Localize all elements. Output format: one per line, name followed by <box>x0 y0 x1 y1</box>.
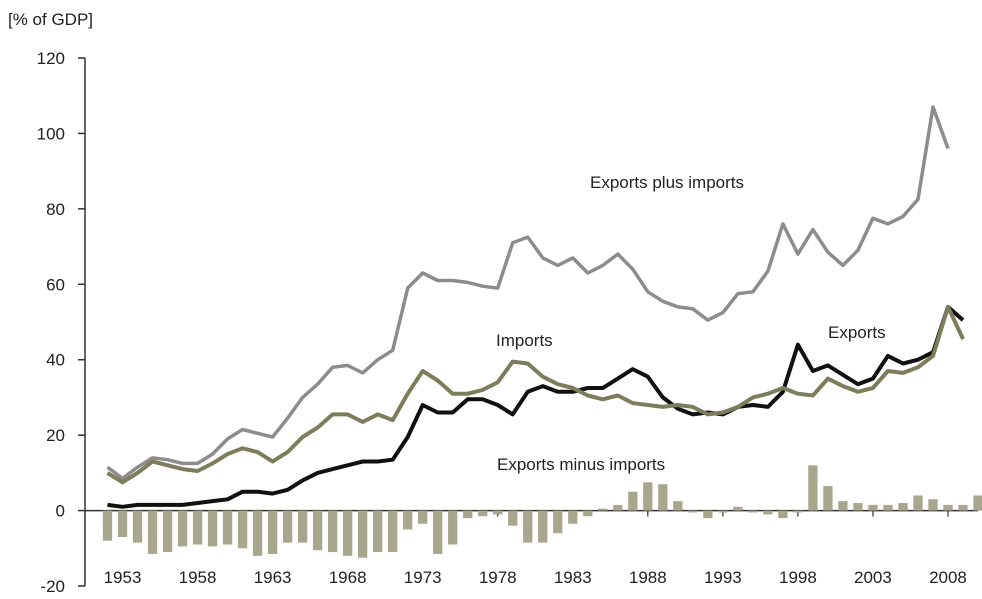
bar-exports-minus-imports <box>853 503 863 511</box>
bar-exports-minus-imports <box>147 510 158 554</box>
x-tick-label: 1998 <box>779 568 817 587</box>
bar-exports-minus-imports <box>373 510 383 553</box>
y-axis: -20 0 20 40 60 80 100 120 <box>37 49 86 596</box>
bar-exports-minus-imports <box>883 504 893 511</box>
bar-exports-minus-imports <box>553 510 563 534</box>
bar-exports-minus-imports <box>132 510 143 543</box>
bar-exports-minus-imports <box>312 510 323 551</box>
bar-exports-minus-imports <box>763 510 773 515</box>
bar-exports-minus-imports <box>448 510 458 545</box>
bar-exports-minus-imports <box>478 510 488 517</box>
bar-exports-minus-imports <box>297 510 308 543</box>
bar-exports-minus-imports <box>838 501 848 511</box>
bar-exports-minus-imports <box>748 510 758 513</box>
bar-exports-minus-imports <box>192 510 203 545</box>
line-imports <box>107 304 965 509</box>
bar-exports-minus-imports <box>718 510 728 513</box>
bar-exports-minus-imports <box>117 510 128 537</box>
bar-exports-minus-imports <box>282 510 293 543</box>
bar-exports-minus-imports <box>733 506 743 511</box>
bar-exports-minus-imports <box>778 510 788 519</box>
bar-exports-minus-imports <box>613 504 623 511</box>
bar-exports-minus-imports <box>928 499 938 511</box>
bar-exports-minus-imports <box>868 504 878 511</box>
annotation-exports-minus-imports: Exports minus imports <box>497 455 665 474</box>
bar-exports-minus-imports <box>958 504 968 511</box>
y-tick-label: 40 <box>46 351 65 370</box>
bar-exports-minus-imports <box>493 510 503 515</box>
bar-exports-minus-imports <box>568 510 578 524</box>
bar-exports-minus-imports <box>793 510 803 513</box>
bar-exports-minus-imports <box>403 510 413 530</box>
line-exports-plus-imports <box>106 105 950 481</box>
x-tick-label: 1993 <box>704 568 742 587</box>
annotation-imports: Imports <box>496 331 553 350</box>
bar-exports-minus-imports <box>913 495 923 511</box>
x-tick-label: 1978 <box>479 568 517 587</box>
bar-exports-minus-imports <box>162 510 173 553</box>
x-tick-label: 1988 <box>629 568 667 587</box>
bar-exports-minus-imports <box>943 504 953 511</box>
y-tick-label: 120 <box>37 49 65 68</box>
x-tick-label: 1968 <box>329 568 367 587</box>
bar-exports-minus-imports <box>207 510 218 547</box>
bar-exports-minus-imports <box>237 510 248 549</box>
bar-exports-minus-imports <box>973 495 982 511</box>
line-exports <box>106 304 965 485</box>
bar-exports-minus-imports <box>508 510 518 526</box>
bar-exports-minus-imports <box>418 510 428 524</box>
exports-minus-imports-bars <box>102 465 982 558</box>
x-tick-label: 1963 <box>254 568 292 587</box>
annotation-exports: Exports <box>828 323 886 342</box>
x-axis: 1953 1958 1963 1968 1973 1978 1983 1988 1993 1998… <box>85 509 978 587</box>
bar-exports-minus-imports <box>252 510 263 556</box>
y-tick-label: 100 <box>37 124 65 143</box>
bar-exports-minus-imports <box>222 510 233 545</box>
x-tick-label: 1973 <box>404 568 442 587</box>
bar-exports-minus-imports <box>598 508 608 511</box>
bar-exports-minus-imports <box>583 510 593 517</box>
bar-exports-minus-imports <box>823 486 833 511</box>
bar-exports-minus-imports <box>538 510 548 543</box>
bar-exports-minus-imports <box>177 510 188 547</box>
bar-exports-minus-imports <box>673 501 683 511</box>
bar-exports-minus-imports <box>703 510 713 519</box>
series-lines <box>106 105 965 509</box>
y-tick-label: 20 <box>46 426 65 445</box>
bar-exports-minus-imports <box>688 510 698 513</box>
bar-exports-minus-imports <box>102 510 113 541</box>
bar-exports-minus-imports <box>358 510 368 558</box>
bar-exports-minus-imports <box>523 510 533 543</box>
x-tick-label: 2008 <box>929 568 967 587</box>
y-tick-label: 0 <box>56 502 65 521</box>
x-tick-label: 1958 <box>179 568 217 587</box>
y-tick-label: -20 <box>40 577 65 596</box>
bar-exports-minus-imports <box>808 465 818 511</box>
bar-exports-minus-imports <box>433 510 443 554</box>
bar-exports-minus-imports <box>267 510 278 554</box>
bar-exports-minus-imports <box>628 491 638 511</box>
y-tick-label: 60 <box>46 275 65 294</box>
annotation-exports-plus-imports: Exports plus imports <box>590 173 744 192</box>
x-tick-label: 2003 <box>854 568 892 587</box>
x-tick-label: 1983 <box>554 568 592 587</box>
bar-exports-minus-imports <box>342 510 353 556</box>
y-tick-label: 80 <box>46 200 65 219</box>
bar-exports-minus-imports <box>463 510 473 519</box>
bar-exports-minus-imports <box>327 510 338 553</box>
bar-exports-minus-imports <box>643 482 653 511</box>
y-axis-unit-label: [% of GDP] <box>8 10 93 29</box>
x-tick-label: 1953 <box>104 568 142 587</box>
bar-exports-minus-imports <box>658 484 668 511</box>
bar-exports-minus-imports <box>388 510 398 553</box>
bar-exports-minus-imports <box>898 503 908 511</box>
